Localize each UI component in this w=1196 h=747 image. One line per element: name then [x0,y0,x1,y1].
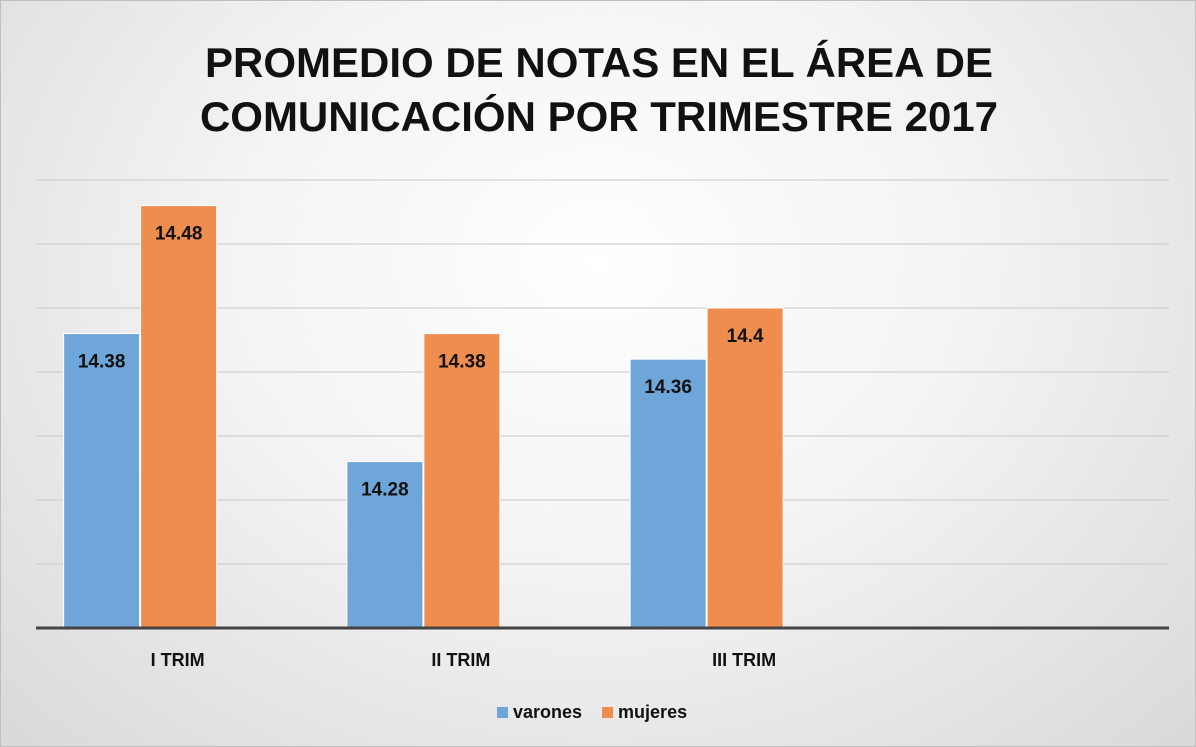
bar [706,307,784,629]
data-label: 14.48 [155,224,203,245]
bar [346,461,424,629]
data-label: 14.36 [644,377,692,398]
chart-title: PROMEDIO DE NOTAS EN EL ÁREA DE COMUNICA… [199,39,999,140]
x-tick-label: II TRIM [431,650,490,670]
data-label: 14.38 [438,352,486,373]
data-label: 14.4 [727,326,764,347]
data-label: 14.38 [78,352,126,373]
bar [63,333,141,629]
bar [629,358,707,629]
legend-swatch [497,707,508,718]
legend-label: mujeres [618,702,687,722]
x-tick-label: III TRIM [712,650,776,670]
bar [140,205,218,629]
x-tick-label: I TRIM [151,650,205,670]
bar [423,333,501,629]
legend-label: varones [513,702,582,722]
data-label: 14.28 [361,480,409,501]
legend-swatch [602,707,614,718]
